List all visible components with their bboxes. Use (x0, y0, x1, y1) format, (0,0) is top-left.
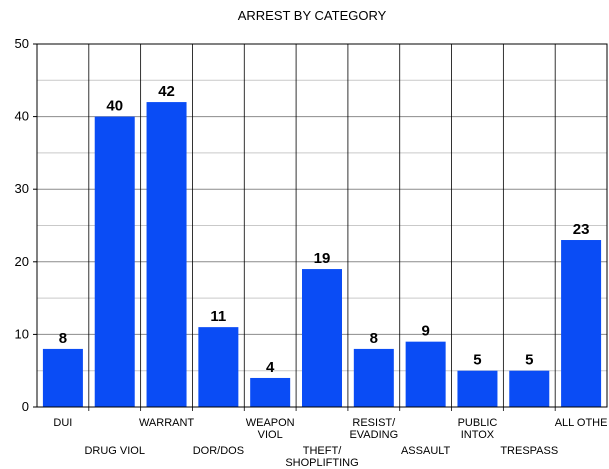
plot-border (36, 43, 608, 408)
x-tick-label: THEFT/SHOPLIFTING (285, 445, 358, 469)
x-tick-label: TRESPASS (500, 445, 558, 457)
bar (94, 116, 135, 407)
bar (302, 269, 342, 407)
data-labels: 8 40 42 11 4 19 8 9 5 5 23 (59, 83, 590, 376)
bar (42, 348, 83, 407)
data-label: 42 (158, 83, 175, 100)
x-tick-label: PUBLIC INTOX (458, 417, 498, 441)
x-tick-label: ASSAULT (401, 445, 451, 457)
data-label: 19 (314, 250, 331, 267)
x-tick-label: DUI (53, 417, 72, 429)
data-label: 4 (266, 359, 275, 376)
data-label: 23 (573, 221, 590, 238)
x-tick-label: ALL OTHE (555, 417, 608, 429)
y-tick-label: 10 (15, 326, 29, 341)
data-label: 11 (210, 308, 226, 325)
data-label: 8 (370, 330, 378, 347)
bar (561, 240, 602, 407)
x-tick-label: WARRANT (139, 417, 194, 429)
plot-frame (36, 43, 608, 408)
data-label: 8 (59, 330, 67, 347)
x-tick-label: DRUG VIOL (84, 445, 145, 457)
data-label: 5 (473, 352, 481, 369)
y-tick-label: 20 (15, 254, 29, 269)
category-dividers (88, 44, 556, 411)
x-tick-label: DOR/DOS (193, 445, 244, 457)
x-tick-label: RESIST/EVADING (349, 417, 398, 441)
y-tick-label: 0 (22, 399, 29, 414)
data-label: 5 (525, 352, 533, 369)
y-tick-label: 30 (15, 181, 29, 196)
y-axis: 0 10 20 30 40 50 (15, 36, 37, 414)
data-label: 40 (106, 98, 123, 115)
chart-title: ARREST BY CATEGORY (238, 8, 387, 23)
y-tick-label: 40 (15, 109, 29, 124)
bar (353, 348, 394, 407)
bar (146, 102, 187, 407)
bar (509, 370, 550, 407)
x-tick-label: WEAPON VIOL (246, 417, 295, 441)
y-tick-label: 50 (15, 36, 29, 51)
bar (405, 341, 446, 407)
data-label: 9 (421, 323, 429, 340)
bar (457, 370, 498, 407)
bar (250, 377, 291, 407)
bar (198, 327, 239, 407)
bars (42, 102, 602, 407)
